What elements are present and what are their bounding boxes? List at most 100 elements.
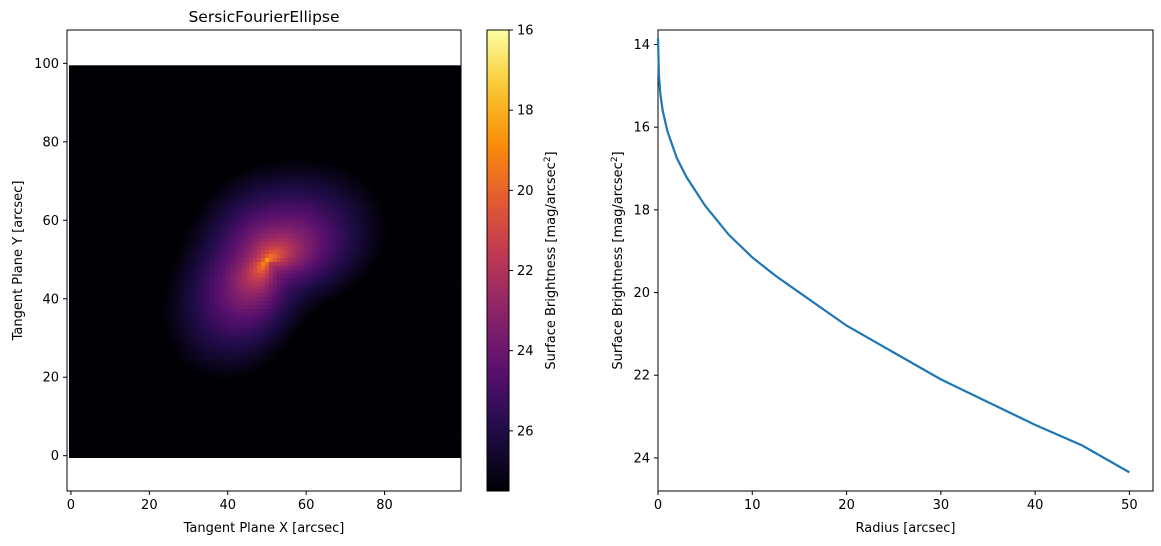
heatmap-cell	[402, 394, 407, 400]
heatmap-cell	[225, 265, 231, 270]
heatmap-cell	[80, 383, 85, 388]
heatmap-cell	[390, 336, 395, 341]
heatmap-cell	[139, 339, 144, 345]
heatmap-cell	[276, 343, 282, 349]
heatmap-cell	[351, 308, 356, 313]
heatmap-cell	[186, 347, 191, 353]
heatmap-cell	[421, 387, 427, 392]
heatmap-cell	[186, 316, 191, 321]
heatmap-cell	[433, 265, 438, 270]
heatmap-cell	[323, 273, 329, 278]
heatmap-cell	[76, 316, 82, 321]
heatmap-cell	[402, 269, 407, 274]
heatmap-cell	[166, 339, 172, 345]
heatmap-cell	[159, 422, 164, 427]
heatmap-cell	[449, 445, 454, 451]
heatmap-cell	[437, 414, 442, 419]
heatmap-cell	[76, 288, 82, 294]
heatmap-cell	[292, 390, 297, 396]
heatmap-cell	[437, 296, 442, 302]
heatmap-cell	[323, 398, 329, 404]
heatmap-cell	[406, 422, 411, 427]
heatmap-cell	[76, 296, 82, 302]
heatmap-cell	[116, 434, 121, 439]
heatmap-cell	[237, 355, 242, 360]
heatmap-cell	[135, 406, 140, 411]
heatmap-cell	[264, 312, 270, 317]
heatmap-cell	[202, 273, 207, 278]
heatmap-cell	[104, 277, 109, 282]
heatmap-cell	[80, 406, 85, 411]
heatmap-cell	[268, 288, 274, 294]
heatmap-cell	[249, 422, 254, 427]
heatmap-cell	[308, 359, 313, 364]
heatmap-cell	[300, 414, 305, 419]
heatmap-cell	[374, 402, 380, 407]
heatmap-cell	[143, 387, 148, 392]
heatmap-cell	[382, 390, 387, 396]
heatmap-cell	[296, 324, 301, 329]
heatmap-cell	[284, 288, 289, 294]
heatmap-cell	[264, 308, 270, 313]
heatmap-cell	[221, 339, 227, 345]
heatmap-cell	[437, 438, 442, 443]
heatmap-cell	[84, 304, 89, 309]
heatmap-cell	[445, 398, 450, 404]
heatmap-cell	[343, 379, 348, 384]
heatmap-cell	[68, 296, 74, 302]
heatmap-cell	[76, 449, 82, 455]
heatmap-cell	[119, 383, 125, 388]
heatmap-cell	[229, 441, 234, 447]
heatmap-cell	[398, 445, 403, 451]
heatmap-cell	[151, 430, 156, 435]
heatmap-cell	[155, 288, 160, 294]
heatmap-cell	[441, 394, 446, 400]
heatmap-cell	[425, 402, 430, 407]
heatmap-cell	[300, 265, 305, 270]
heatmap-cell	[147, 426, 152, 431]
heatmap-cell	[308, 277, 313, 282]
heatmap-cell	[84, 300, 89, 305]
heatmap-cell	[210, 355, 215, 360]
heatmap-cell	[437, 351, 442, 356]
heatmap-cell	[429, 312, 434, 317]
heatmap-cell	[327, 438, 332, 443]
heatmap-cell	[272, 355, 278, 360]
heatmap-cell	[374, 438, 380, 443]
heatmap-cell	[319, 414, 325, 419]
heatmap-cell	[390, 261, 395, 266]
heatmap-cell	[76, 406, 82, 411]
heatmap-cell	[135, 453, 140, 458]
heatmap-cell	[68, 292, 74, 298]
heatmap-cell	[406, 406, 411, 411]
heatmap-cell	[433, 288, 438, 294]
heatmap-cell	[276, 402, 282, 407]
heatmap-cell	[198, 273, 203, 278]
heatmap-cell	[268, 453, 274, 458]
heatmap-cell	[72, 394, 78, 400]
heatmap-cell	[68, 285, 74, 290]
heatmap-cell	[139, 453, 144, 458]
heatmap-cell	[343, 281, 348, 286]
heatmap-cell	[143, 273, 148, 278]
heatmap-cell	[233, 324, 238, 329]
heatmap-cell	[343, 320, 348, 325]
heatmap-cell	[413, 363, 419, 368]
heatmap-cell	[119, 351, 125, 356]
heatmap-cell	[119, 406, 125, 411]
heatmap-cell	[253, 445, 258, 451]
heatmap-cell	[292, 288, 297, 294]
heatmap-cell	[108, 347, 113, 353]
heatmap-cell	[139, 367, 144, 372]
heatmap-cell	[292, 332, 297, 337]
heatmap-cell	[229, 273, 234, 278]
heatmap-cell	[264, 285, 270, 290]
heatmap-cell	[96, 453, 101, 458]
heatmap-cell	[241, 449, 246, 455]
heatmap-cell	[68, 304, 74, 309]
heatmap-cell	[331, 402, 336, 407]
heatmap-cell	[84, 453, 89, 458]
heatmap-cell	[249, 332, 254, 337]
heatmap-cell	[327, 320, 332, 325]
heatmap-cell	[112, 285, 117, 290]
